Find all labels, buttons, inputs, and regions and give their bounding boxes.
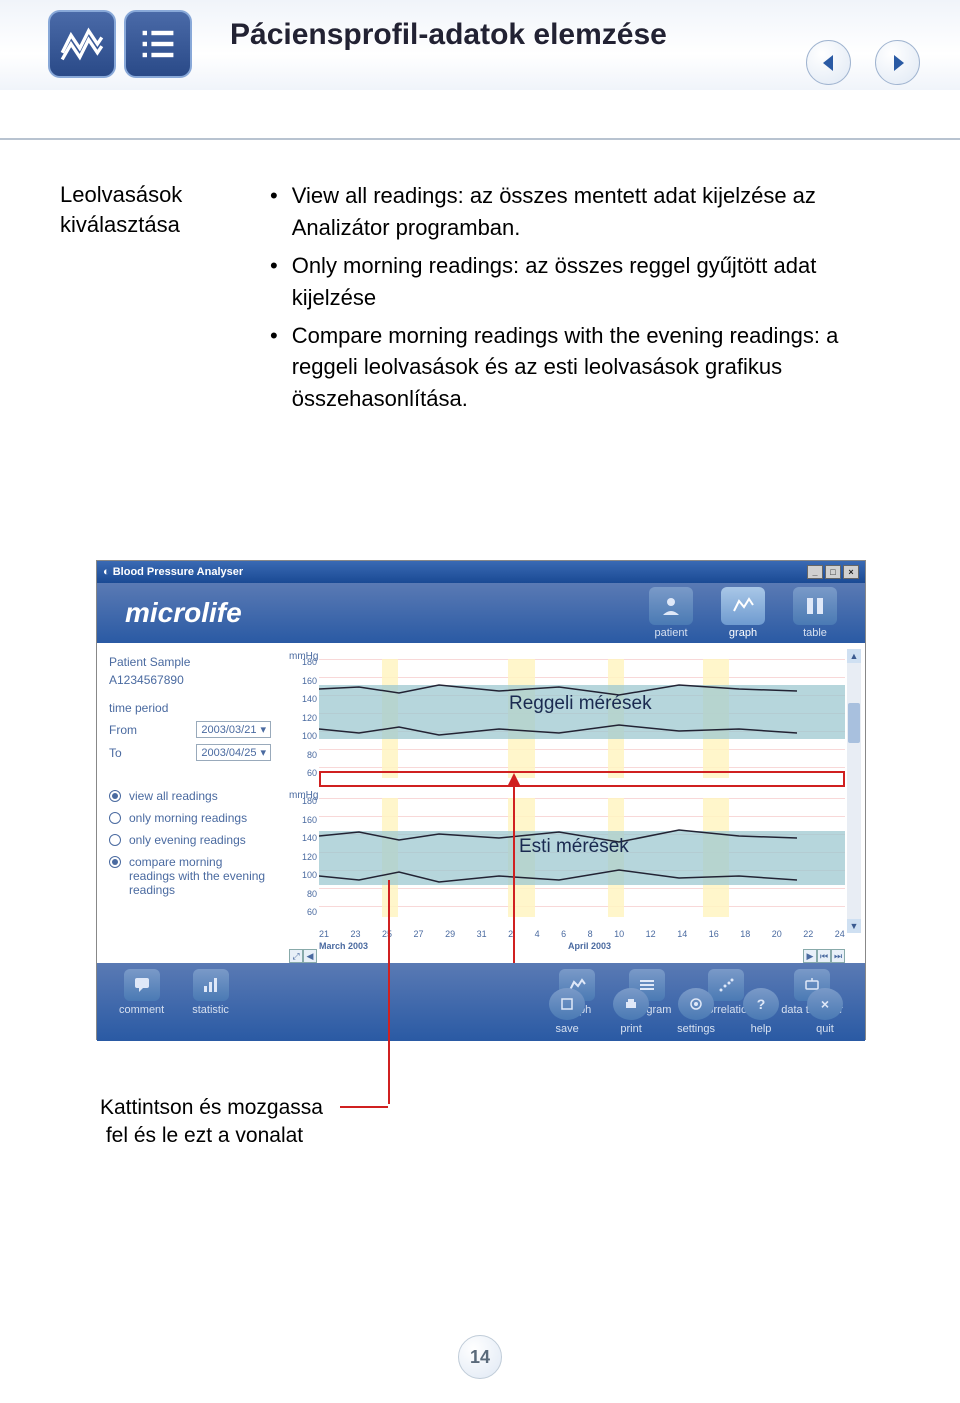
minimize-button[interactable]: _	[807, 565, 823, 579]
caption-below: Kattintson és mozgassa fel és le ezt a v…	[100, 1094, 323, 1151]
brand-bar: microlife patient graph table	[97, 583, 865, 643]
tool-statistic[interactable]: statistic	[192, 969, 229, 1016]
brand-nav: patient graph table	[649, 587, 837, 639]
page-title: Páciensprofil-adatok elemzése	[230, 18, 667, 52]
bullet-2: Only morning readings: az összes reggel …	[292, 250, 900, 314]
patient-name: Patient Sample	[109, 655, 271, 669]
prev-arrow[interactable]	[806, 40, 851, 85]
tool-quit[interactable]: ×quit	[807, 988, 843, 1035]
from-label: From	[109, 723, 137, 737]
nav-patient[interactable]: patient	[649, 587, 693, 639]
tool-help[interactable]: ?help	[743, 988, 779, 1035]
patient-id: A1234567890	[109, 673, 271, 687]
red-connector-line	[388, 880, 390, 1104]
red-arrow-indicator	[513, 783, 515, 963]
scroll-thumb[interactable]	[848, 703, 860, 743]
app-body: Patient Sample A1234567890 time period F…	[97, 643, 865, 963]
toolbar-row2: save print settings ?help ×quit	[549, 988, 843, 1035]
tool-print[interactable]: print	[613, 988, 649, 1035]
titlebar: ◐ Blood Pressure Analyser _ □ ×	[97, 561, 865, 583]
chart-scroll-right[interactable]: ▶	[803, 949, 817, 963]
next-arrow[interactable]	[875, 40, 920, 85]
from-dropdown[interactable]: 2003/03/21▾	[196, 721, 271, 738]
bottom-toolbar: comment statistic graph histogram Correl…	[97, 963, 865, 1041]
bullet-1: View all readings: az összes mentett ada…	[292, 180, 900, 244]
radio-morning[interactable]: only morning readings	[109, 811, 271, 825]
to-row: To 2003/04/25▾	[109, 744, 271, 761]
app-title: Blood Pressure Analyser	[113, 566, 243, 578]
tool-save[interactable]: save	[549, 988, 585, 1035]
from-row: From 2003/03/21▾	[109, 721, 271, 738]
yticks-top: 180 160 140 120 100 80 60	[289, 657, 317, 778]
caption-line1: Kattintson és mozgassa	[100, 1096, 323, 1119]
caption-connector	[340, 1106, 388, 1108]
tool-settings[interactable]: settings	[677, 988, 715, 1035]
window-buttons: _ □ ×	[807, 565, 859, 579]
nav-graph-label: graph	[729, 627, 757, 639]
chart-area-top[interactable]	[319, 659, 845, 778]
app-sidebar: Patient Sample A1234567890 time period F…	[97, 643, 283, 963]
app-window: ◐ Blood Pressure Analyser _ □ × microlif…	[96, 560, 866, 1040]
chart-evening: mmHg 180 160 140 120 100 80 60	[289, 792, 845, 917]
side-label: Leolvasások kiválasztása	[60, 180, 230, 421]
nav-patient-label: patient	[654, 627, 687, 639]
titlebar-icon: ◐	[103, 566, 110, 578]
annot-evening: Esti mérések	[519, 836, 629, 858]
bullet-3: Compare morning readings with the evenin…	[292, 320, 900, 416]
graph-icon[interactable]	[48, 10, 116, 78]
chart-scroll-left[interactable]: ◀	[303, 949, 317, 963]
chart-zoom-reset[interactable]: ⤢	[289, 949, 303, 963]
content-block: Leolvasások kiválasztása View all readin…	[60, 180, 900, 421]
tool-comment[interactable]: comment	[119, 969, 164, 1016]
maximize-button[interactable]: □	[825, 565, 841, 579]
to-label: To	[109, 746, 122, 760]
chevron-down-icon: ▾	[260, 723, 266, 736]
page-number: 14	[458, 1335, 502, 1379]
brand-logo: microlife	[125, 597, 242, 629]
radio-compare[interactable]: compare morning readings with the evenin…	[109, 855, 271, 897]
chart-scroll-row: ⤢ ◀ ▶ ⏮ ⏭	[289, 949, 845, 963]
caption-line2: fel és le ezt a vonalat	[106, 1124, 303, 1147]
chart-step-next[interactable]: ⏭	[831, 949, 845, 963]
list-icon[interactable]	[124, 10, 192, 78]
nav-arrows	[806, 40, 920, 85]
app-main: mmHg 180 160 140 120 100 80 60	[283, 643, 865, 963]
vertical-scrollbar[interactable]: ▲ ▼	[847, 649, 861, 933]
to-dropdown[interactable]: 2003/04/25▾	[196, 744, 271, 761]
red-highlight-box[interactable]	[319, 771, 845, 787]
annot-morning: Reggeli mérések	[509, 693, 652, 715]
chevron-down-icon: ▾	[260, 746, 266, 759]
x-axis-days: 21 23 25 27 29 31 2 4 6 8 10 12 14 16 18…	[319, 929, 845, 939]
bullet-list: View all readings: az összes mentett ada…	[270, 180, 900, 421]
nav-table[interactable]: table	[793, 587, 837, 639]
yticks-bottom: 180 160 140 120 100 80 60	[289, 796, 317, 917]
side-label-line2: kiválasztása	[60, 212, 180, 237]
nav-table-label: table	[803, 627, 827, 639]
scroll-up-icon[interactable]: ▲	[847, 649, 861, 663]
page-header: Páciensprofil-adatok elemzése	[0, 0, 960, 140]
time-period-label: time period	[109, 701, 271, 715]
header-icon-group	[48, 10, 192, 78]
chart-step-prev[interactable]: ⏮	[817, 949, 831, 963]
chart-morning: mmHg 180 160 140 120 100 80 60	[289, 653, 845, 778]
radio-view-all[interactable]: view all readings	[109, 789, 271, 803]
radio-evening[interactable]: only evening readings	[109, 833, 271, 847]
close-button[interactable]: ×	[843, 565, 859, 579]
side-label-line1: Leolvasások	[60, 182, 182, 207]
nav-graph[interactable]: graph	[721, 587, 765, 639]
scroll-down-icon[interactable]: ▼	[847, 919, 861, 933]
